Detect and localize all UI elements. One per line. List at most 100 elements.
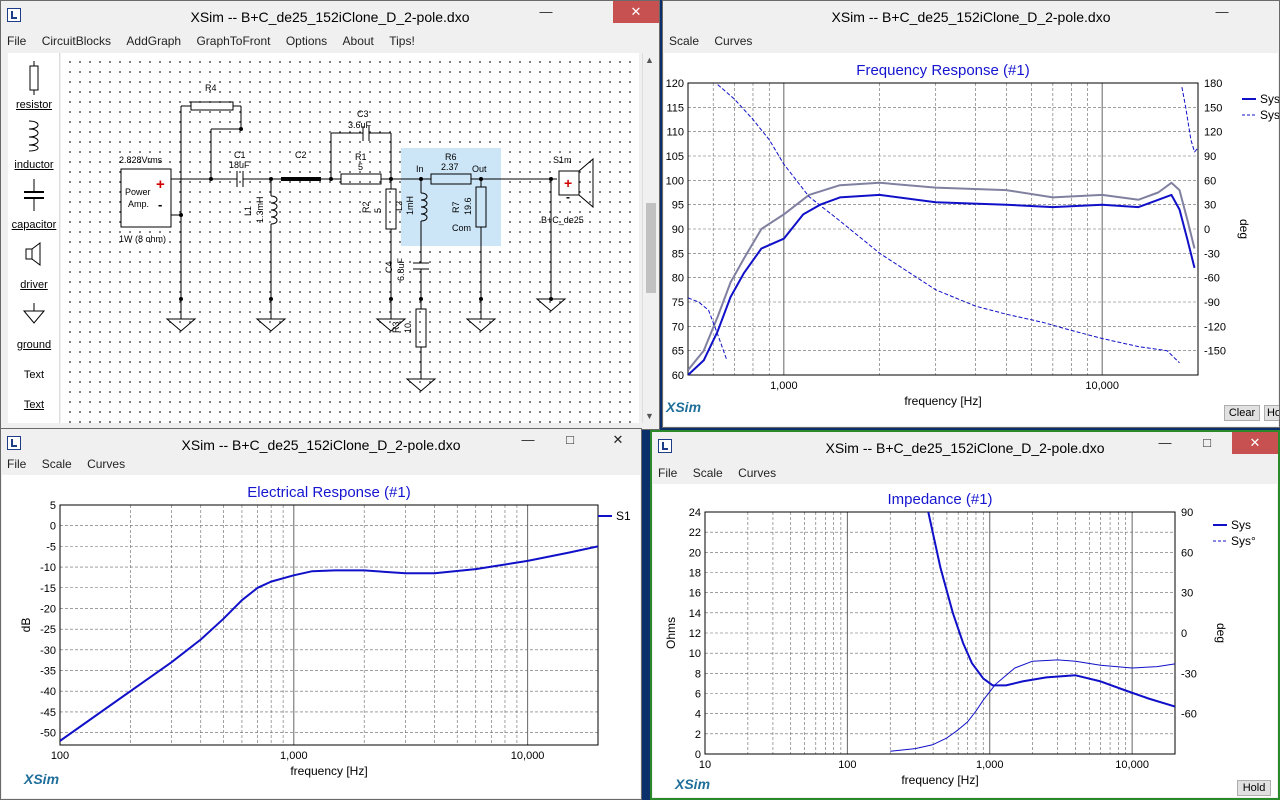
label-amp-line2: Amp.: [128, 199, 149, 209]
menu-options[interactable]: Options: [285, 34, 328, 48]
y-tick-label: -45: [40, 707, 56, 719]
y-tick-label: 22: [689, 527, 701, 539]
palette-capacitor[interactable]: capacitor: [11, 219, 57, 231]
legend-label: Sys: [1231, 518, 1251, 532]
y-tick-label: 2: [695, 729, 701, 741]
elec-menu-file[interactable]: File: [7, 457, 27, 471]
electrical-response-chart[interactable]: Electrical Response (#1)-50-45-40-35-30-…: [2, 475, 642, 800]
component-palette: resistor inductor capacitor driver groun…: [8, 53, 60, 423]
scroll-down-arrow-icon[interactable]: ▼: [645, 411, 654, 421]
imp-app-icon[interactable]: [658, 439, 672, 453]
driver-icon[interactable]: [24, 241, 44, 267]
schematic-window[interactable]: XSim -- B+C_de25_152iClone_D_2-pole.dxo …: [0, 0, 660, 430]
y-tick-label: -50: [40, 728, 56, 740]
frequency-response-window[interactable]: XSim -- B+C_de25_152iClone_D_2-pole.dxo …: [662, 0, 1280, 428]
s1m-driver[interactable]: [558, 170, 580, 196]
y-tick-label: 24: [689, 507, 701, 519]
y-tick-label: -40: [40, 686, 56, 698]
freq-minimize-button[interactable]: —: [1215, 4, 1229, 19]
y-tick-label: -5: [46, 541, 56, 553]
r1-resistor[interactable]: [340, 173, 382, 185]
chart-title: Electrical Response (#1): [247, 484, 410, 501]
freq-titlebar[interactable]: XSim -- B+C_de25_152iClone_D_2-pole.dxo …: [663, 1, 1279, 32]
xsim-app-icon[interactable]: [7, 8, 21, 22]
frequency-response-chart[interactable]: Frequency Response (#1) 60 65 70 75 80 85 90 95 1…: [664, 53, 1280, 428]
electrical-response-window[interactable]: XSim -- B+C_de25_152iClone_D_2-pole.dxo …: [0, 428, 642, 800]
palette-text[interactable]: Text: [23, 399, 45, 411]
r4-resistor[interactable]: [190, 101, 234, 111]
elec-maximize-button[interactable]: □: [566, 432, 574, 447]
imp-xsim-logo: XSim: [675, 776, 711, 792]
close-button[interactable]: ✕: [613, 1, 659, 23]
ground-icon[interactable]: [22, 303, 46, 325]
label-r7: R7: [451, 201, 461, 213]
scroll-up-arrow-icon[interactable]: ▲: [645, 55, 654, 65]
y-tick-label: 110: [666, 127, 684, 139]
impedance-chart[interactable]: Impedance (#1)024681012141618202224-60-3…: [653, 484, 1279, 799]
palette-driver[interactable]: driver: [20, 279, 48, 291]
elec-close-button[interactable]: ✕: [595, 429, 641, 451]
imp-maximize-button[interactable]: □: [1203, 435, 1211, 450]
menu-about[interactable]: About: [342, 34, 374, 48]
y-tick-label: 120: [666, 78, 684, 90]
imp-menu-file[interactable]: File: [658, 466, 678, 480]
power-amp-block[interactable]: [120, 168, 172, 228]
minimize-button[interactable]: —: [539, 4, 553, 19]
y-tick-label: 4: [695, 709, 701, 721]
resistor-icon[interactable]: [27, 61, 41, 95]
imp-window-title: XSim -- B+C_de25_152iClone_D_2-pole.dxo: [825, 440, 1105, 456]
label-r6: R6: [445, 152, 457, 162]
imp-hold-button[interactable]: Hold: [1237, 780, 1271, 796]
freq-hold-button[interactable]: Ho: [1264, 405, 1279, 421]
schematic-titlebar[interactable]: XSim -- B+C_de25_152iClone_D_2-pole.dxo …: [1, 1, 659, 32]
imp-menu-scale[interactable]: Scale: [692, 466, 723, 480]
menu-circuitblocks[interactable]: CircuitBlocks: [41, 34, 112, 48]
elec-menu-curves[interactable]: Curves: [87, 457, 126, 471]
imp-titlebar[interactable]: XSim -- B+C_de25_152iClone_D_2-pole.dxo …: [652, 432, 1278, 463]
imp-menubar: File Scale Curves: [652, 464, 1278, 484]
legend-label: Sys: [1260, 108, 1280, 122]
imp-minimize-button[interactable]: —: [1158, 435, 1172, 450]
y-tick-label: 8: [695, 668, 701, 680]
capacitor-icon[interactable]: [22, 179, 46, 211]
palette-text-sample[interactable]: Text: [23, 369, 45, 381]
menu-file[interactable]: File: [7, 34, 27, 48]
palette-resistor[interactable]: resistor: [15, 99, 53, 111]
elec-menu-scale[interactable]: Scale: [41, 457, 72, 471]
palette-ground[interactable]: ground: [16, 339, 52, 351]
freq-menu-curves[interactable]: Curves: [714, 34, 753, 48]
schematic-vertical-scrollbar[interactable]: ▲ ▼: [642, 53, 658, 423]
y-tick-label: -15: [40, 583, 56, 595]
y-tick-label: 80: [672, 273, 684, 285]
x-tick-label: 1,000: [280, 750, 308, 762]
menu-tips[interactable]: Tips!: [389, 34, 415, 48]
scrollbar-thumb[interactable]: [646, 203, 656, 293]
series-line-0: [927, 512, 1175, 708]
freq-menu-scale[interactable]: Scale: [669, 34, 700, 48]
schematic-window-title: XSim -- B+C_de25_152iClone_D_2-pole.dxo: [190, 9, 470, 25]
elec-app-icon[interactable]: [7, 436, 21, 450]
menu-addgraph[interactable]: AddGraph: [126, 34, 182, 48]
x-tick-label: 100: [51, 750, 69, 762]
legend-label: Sys°: [1231, 534, 1256, 548]
label-r3-value: 10: [403, 323, 413, 333]
y2-tick-label: 0: [1181, 628, 1187, 640]
menu-graphtofront[interactable]: GraphToFront: [196, 34, 271, 48]
imp-close-button[interactable]: ✕: [1232, 432, 1278, 454]
elec-titlebar[interactable]: XSim -- B+C_de25_152iClone_D_2-pole.dxo …: [1, 429, 641, 460]
imp-menu-curves[interactable]: Curves: [738, 466, 777, 480]
y-tick-label: -10: [40, 562, 56, 574]
label-c2: C2: [295, 150, 307, 160]
x-tick-label: 10,000: [511, 750, 545, 762]
r3-resistor[interactable]: [415, 308, 427, 348]
inductor-icon[interactable]: [25, 119, 43, 153]
palette-inductor[interactable]: inductor: [14, 159, 54, 171]
impedance-window[interactable]: XSim -- B+C_de25_152iClone_D_2-pole.dxo …: [650, 430, 1280, 800]
clear-button[interactable]: Clear: [1224, 405, 1260, 421]
elec-minimize-button[interactable]: —: [521, 432, 535, 447]
label-r7-value: 19.6: [463, 197, 473, 215]
label-amp-line1: Power: [125, 187, 151, 197]
series-line-1: [890, 659, 1175, 752]
freq-plot-area: Frequency Response (#1) 60 65 70 75 80 85 90 95 1…: [664, 53, 1280, 428]
schematic-canvas[interactable]: R4 C3 3.6uF C1 18uF C2 R1 5 R6 2.37 In O…: [61, 53, 639, 423]
